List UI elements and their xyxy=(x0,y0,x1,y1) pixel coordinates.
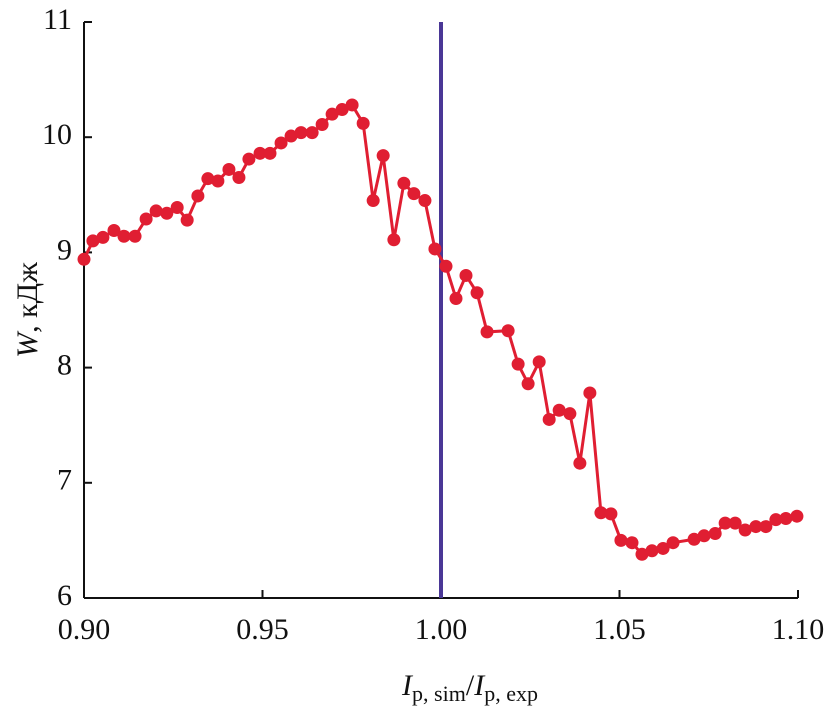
data-point xyxy=(459,268,473,282)
y-label-unit: , кДж xyxy=(11,262,44,333)
data-point xyxy=(253,146,267,160)
x-tick-label: 1.05 xyxy=(593,613,646,646)
data-point xyxy=(139,212,153,226)
data-point xyxy=(501,324,515,338)
data-point xyxy=(697,529,711,543)
data-point xyxy=(180,213,194,227)
y-tick-label: 7 xyxy=(57,464,72,497)
data-point xyxy=(86,234,100,248)
data-point xyxy=(552,403,566,417)
data-point xyxy=(315,118,329,132)
data-point xyxy=(222,162,236,176)
data-point xyxy=(718,516,732,530)
y-tick-label: 10 xyxy=(42,118,72,151)
data-point xyxy=(274,136,288,150)
x-label-part: I xyxy=(473,669,486,702)
data-point xyxy=(191,189,205,203)
y-tick-label: 9 xyxy=(57,233,72,266)
x-tick-label: 1.10 xyxy=(772,613,825,646)
y-label-symbol: W xyxy=(11,330,44,358)
data-point xyxy=(666,536,680,550)
x-tick-label: 0.90 xyxy=(58,613,111,646)
data-point xyxy=(407,187,421,201)
data-point xyxy=(294,126,308,140)
y-tick-label: 6 xyxy=(57,579,72,612)
data-point xyxy=(263,146,277,160)
data-point xyxy=(170,200,184,214)
data-point xyxy=(594,506,608,520)
data-point xyxy=(604,507,618,521)
x-label-part: / xyxy=(466,669,475,702)
x-tick-label: 1.00 xyxy=(415,613,468,646)
data-point xyxy=(335,103,349,117)
data-point xyxy=(532,355,546,369)
data-point xyxy=(749,520,763,534)
data-point xyxy=(284,129,298,143)
x-tick-label: 0.95 xyxy=(236,613,289,646)
data-point xyxy=(790,509,804,523)
data-point xyxy=(418,194,432,208)
data-point xyxy=(449,291,463,305)
data-point xyxy=(325,107,339,121)
data-point xyxy=(211,174,225,188)
data-point xyxy=(160,206,174,220)
data-point xyxy=(511,357,525,371)
data-point xyxy=(542,412,556,426)
data-point xyxy=(470,286,484,300)
data-point xyxy=(345,98,359,112)
data-point xyxy=(376,149,390,163)
data-point xyxy=(521,377,535,391)
data-point xyxy=(583,386,597,400)
data-point xyxy=(149,204,163,218)
data-point xyxy=(708,526,722,540)
data-point xyxy=(614,533,628,547)
data-point xyxy=(77,252,91,266)
data-point xyxy=(107,224,121,238)
data-point xyxy=(397,176,411,190)
data-point xyxy=(117,229,131,243)
data-point xyxy=(645,544,659,558)
x-label-part: p, sim xyxy=(412,681,466,706)
x-label-part: I xyxy=(401,669,414,702)
data-point xyxy=(563,407,577,421)
data-point xyxy=(635,547,649,561)
data-point xyxy=(728,516,742,530)
data-point xyxy=(759,520,773,534)
data-point xyxy=(305,126,319,140)
data-point xyxy=(242,152,256,166)
data-point xyxy=(366,194,380,208)
data-point xyxy=(96,230,110,244)
data-point xyxy=(779,512,793,526)
data-point xyxy=(769,513,783,527)
data-point xyxy=(232,171,246,185)
data-point xyxy=(201,172,215,186)
data-point xyxy=(387,233,401,247)
data-point xyxy=(128,229,142,243)
y-tick-label: 11 xyxy=(43,3,72,36)
data-point xyxy=(687,532,701,546)
data-point xyxy=(738,523,752,537)
y-tick-label: 8 xyxy=(57,348,72,381)
data-point xyxy=(428,242,442,256)
data-point xyxy=(439,259,453,273)
data-point xyxy=(480,325,494,339)
data-point xyxy=(573,456,587,470)
y-axis-label: W, кДж xyxy=(11,262,44,358)
data-point xyxy=(356,116,370,130)
data-point xyxy=(625,536,639,550)
x-axis-label: Ip, sim/Ip, exp xyxy=(401,669,538,706)
data-point xyxy=(656,541,670,555)
x-label-part: p, exp xyxy=(484,681,538,706)
